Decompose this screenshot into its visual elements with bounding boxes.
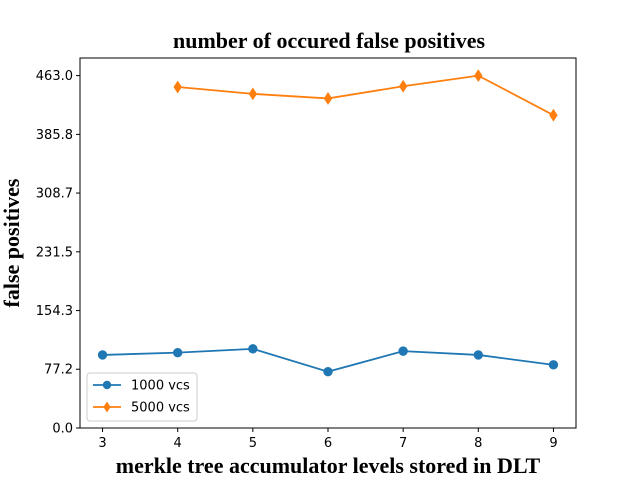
x-tick-label: 6	[324, 436, 332, 451]
data-point	[398, 346, 408, 356]
x-tick-label: 5	[249, 436, 257, 451]
y-tick-label: 0.0	[52, 422, 73, 437]
y-axis: 0.0 77.2 154.3 231.5 308.7 385.8 463.0	[36, 69, 80, 437]
data-point	[473, 350, 484, 360]
data-point	[172, 347, 183, 358]
legend-label: 5000 vcs	[131, 401, 190, 416]
data-point	[248, 344, 258, 354]
x-axis: 3 4 5 6 7 8 9	[98, 428, 558, 451]
chart-title: number of occured false positives	[173, 28, 485, 53]
y-axis-label: false positives	[0, 178, 24, 307]
legend: 1000 vcs 5000 vcs	[86, 372, 198, 422]
legend-marker	[102, 380, 112, 390]
legend-label: 1000 vcs	[131, 379, 190, 394]
y-tick-label: 77.2	[44, 363, 73, 378]
data-point	[97, 350, 108, 360]
x-tick-label: 4	[174, 436, 182, 451]
x-axis-label: merkle tree accumulator levels stored in…	[116, 453, 541, 478]
x-tick-label: 3	[98, 436, 106, 451]
data-point	[248, 87, 258, 101]
legend-marker	[103, 401, 111, 413]
data-point	[548, 360, 559, 370]
x-tick-label: 9	[549, 436, 557, 451]
data-point	[398, 79, 408, 93]
y-tick-label: 231.5	[36, 245, 73, 260]
data-point	[474, 69, 483, 83]
y-tick-label: 308.7	[36, 187, 73, 202]
series-line-2	[177, 74, 554, 116]
y-tick-label: 463.0	[36, 69, 73, 84]
data-point	[323, 92, 333, 105]
x-tick-label: 8	[474, 436, 482, 451]
data-point	[173, 80, 182, 94]
y-tick-label: 154.3	[36, 304, 73, 319]
data-point	[549, 108, 558, 122]
data-point	[323, 366, 333, 377]
y-tick-label: 385.8	[36, 128, 73, 143]
x-tick-label: 7	[399, 436, 407, 451]
series-layer	[97, 69, 559, 377]
